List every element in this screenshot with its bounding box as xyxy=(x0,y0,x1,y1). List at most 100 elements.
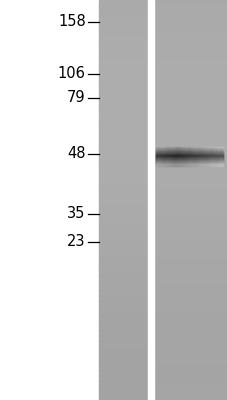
Bar xyxy=(211,155,213,156)
Bar xyxy=(175,160,177,161)
Bar xyxy=(203,162,204,163)
Bar xyxy=(214,152,215,154)
Bar xyxy=(207,163,209,164)
Bar xyxy=(207,158,209,160)
Bar xyxy=(214,162,215,163)
Bar xyxy=(188,148,190,149)
Bar xyxy=(180,154,181,155)
Bar xyxy=(207,159,209,160)
Bar xyxy=(160,156,161,158)
Bar xyxy=(174,153,176,154)
Bar xyxy=(214,156,215,157)
Bar xyxy=(206,152,207,154)
Bar xyxy=(179,151,180,152)
Bar xyxy=(219,160,221,161)
Bar xyxy=(172,149,174,150)
Bar xyxy=(172,153,174,154)
Bar xyxy=(212,158,214,159)
Bar xyxy=(171,159,173,160)
Bar xyxy=(210,161,212,162)
Bar xyxy=(99,35,148,40)
Bar xyxy=(187,164,189,166)
Bar xyxy=(196,162,198,164)
Bar xyxy=(202,161,203,162)
Bar xyxy=(200,152,202,153)
Bar xyxy=(211,156,213,158)
Bar xyxy=(185,160,187,161)
Bar xyxy=(174,162,176,164)
Bar xyxy=(183,161,185,162)
Bar xyxy=(203,161,204,162)
Bar xyxy=(214,162,215,164)
Bar xyxy=(159,148,160,149)
Text: 106: 106 xyxy=(58,66,85,82)
Bar xyxy=(193,158,194,159)
Bar xyxy=(172,156,174,157)
Bar xyxy=(214,161,215,162)
Bar xyxy=(219,148,221,149)
Bar xyxy=(153,30,227,36)
Bar xyxy=(168,152,169,153)
Bar xyxy=(211,148,213,149)
Bar xyxy=(202,158,203,159)
Text: 35: 35 xyxy=(67,206,85,222)
Bar xyxy=(191,151,192,152)
Bar xyxy=(204,147,205,148)
Bar xyxy=(159,147,160,148)
Bar xyxy=(188,147,190,148)
Bar xyxy=(218,160,220,161)
Bar xyxy=(165,150,167,152)
Bar xyxy=(195,154,197,155)
Bar xyxy=(197,158,199,160)
Bar xyxy=(99,235,148,240)
Bar xyxy=(198,154,200,155)
Bar xyxy=(182,152,183,153)
Bar xyxy=(168,157,169,158)
Bar xyxy=(183,153,185,154)
Bar xyxy=(186,164,188,165)
Bar xyxy=(157,162,158,163)
Bar xyxy=(179,155,180,156)
Bar xyxy=(168,164,169,165)
Bar xyxy=(155,147,157,148)
Bar xyxy=(179,158,180,160)
Bar xyxy=(161,154,163,155)
Bar xyxy=(174,161,176,162)
Bar xyxy=(169,150,170,152)
Bar xyxy=(200,153,202,154)
Bar xyxy=(207,149,209,150)
Bar xyxy=(220,158,222,160)
Bar xyxy=(163,161,165,162)
Bar xyxy=(208,150,210,152)
Bar xyxy=(187,148,189,149)
Bar xyxy=(176,164,178,165)
Bar xyxy=(206,149,207,150)
Bar xyxy=(183,150,185,151)
Bar xyxy=(179,150,180,152)
Bar xyxy=(157,164,158,165)
Bar xyxy=(99,145,148,150)
Bar xyxy=(209,158,211,159)
Bar xyxy=(172,151,174,152)
Bar xyxy=(176,158,178,159)
Bar xyxy=(173,148,175,149)
Bar xyxy=(198,158,200,159)
Bar xyxy=(187,154,189,155)
Bar xyxy=(179,152,180,154)
Bar xyxy=(188,154,190,155)
Bar xyxy=(190,162,191,163)
Bar xyxy=(219,162,221,164)
Bar xyxy=(181,150,182,151)
Bar xyxy=(169,161,170,162)
Bar xyxy=(171,160,173,161)
Bar xyxy=(200,154,202,155)
Bar xyxy=(215,162,216,164)
Bar xyxy=(176,162,178,164)
Bar xyxy=(180,155,181,156)
Bar xyxy=(191,155,192,156)
Bar xyxy=(185,149,187,150)
Bar xyxy=(217,150,219,152)
Bar xyxy=(171,158,173,159)
Bar xyxy=(163,161,165,162)
Bar xyxy=(205,160,207,161)
